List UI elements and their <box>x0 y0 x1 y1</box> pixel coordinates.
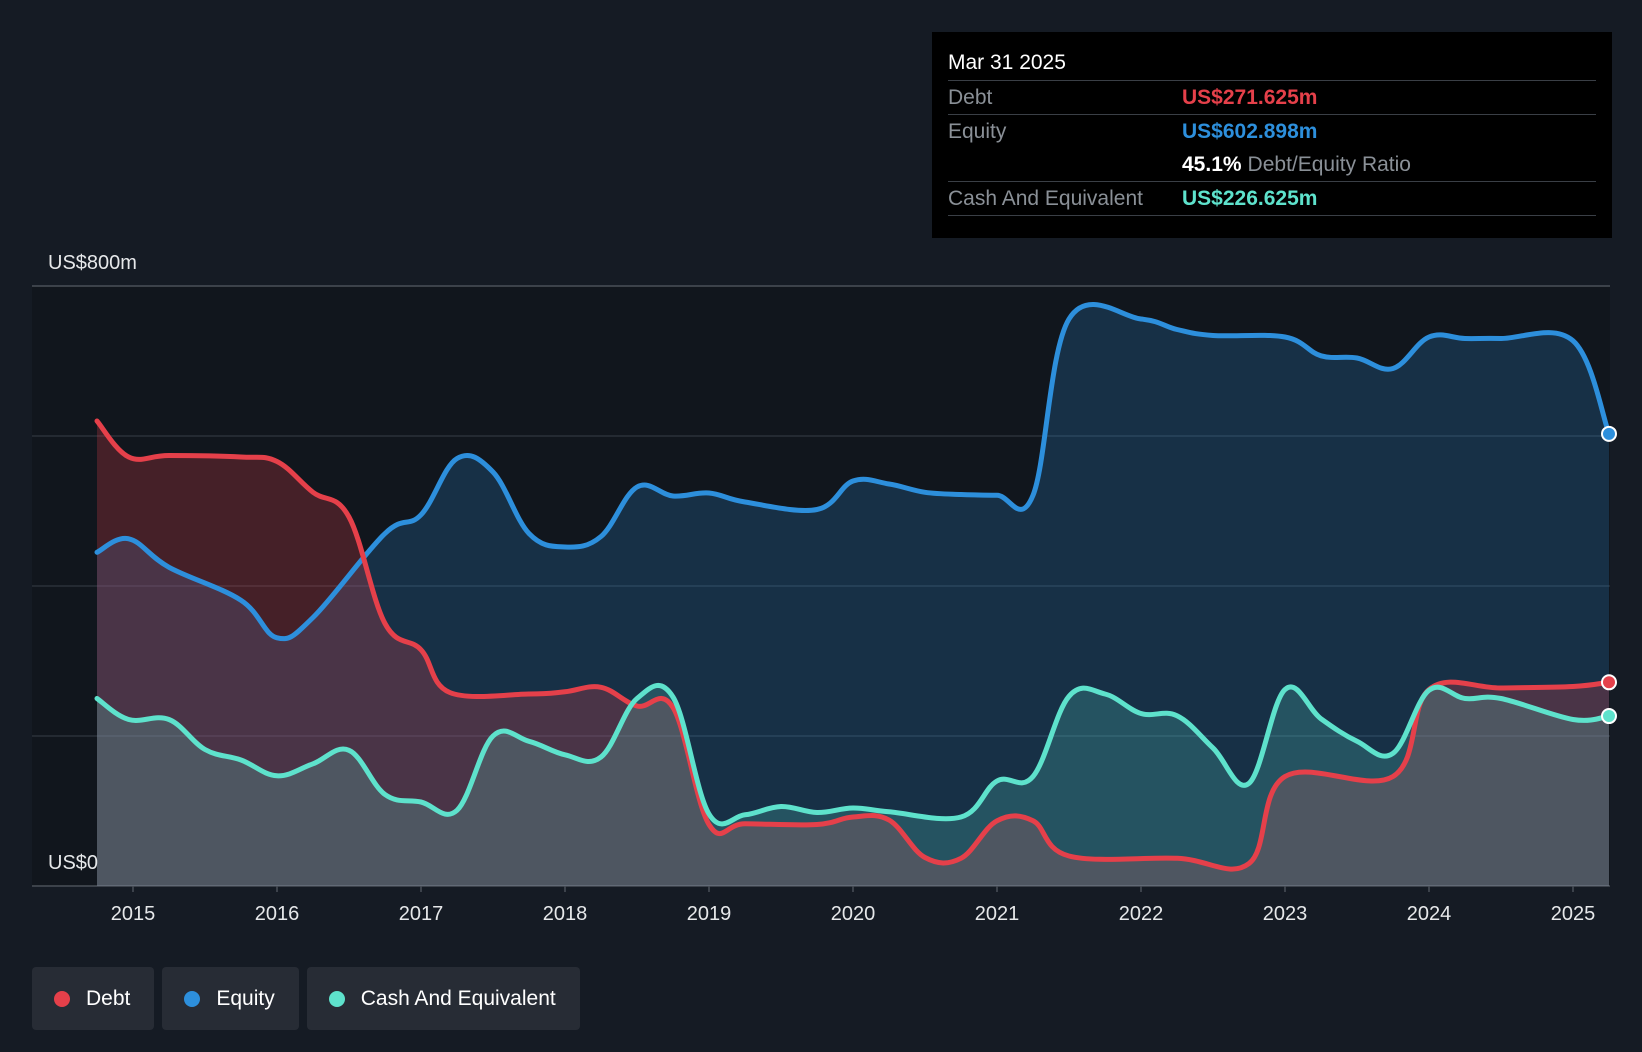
gridlines <box>32 285 1610 887</box>
end-marker-equity[interactable] <box>1601 425 1617 442</box>
legend-item-equity[interactable]: Equity <box>162 967 299 1030</box>
legend-label-equity: Equity <box>216 986 275 1010</box>
end-marker-debt[interactable] <box>1601 674 1617 691</box>
x-tick-label-2019: 2019 <box>687 903 732 925</box>
x-tick-label-2016: 2016 <box>255 903 300 925</box>
tooltip-debt-label: Debt <box>948 86 993 109</box>
legend-item-cash[interactable]: Cash And Equivalent <box>306 967 580 1030</box>
legend-label-cash: Cash And Equivalent <box>360 986 556 1010</box>
area-cash-and-equivalent <box>97 685 1609 886</box>
tooltip-equity-row: Equity US$602.898m <box>948 115 1596 148</box>
tooltip-ratio-label: Debt/Equity Ratio <box>1247 153 1411 176</box>
legend-item-debt[interactable]: Debt <box>32 967 155 1030</box>
series-lines <box>94 302 1612 872</box>
x-tick-label-2015: 2015 <box>111 903 156 925</box>
x-tick-label-2018: 2018 <box>543 903 588 925</box>
x-tick-label-2017: 2017 <box>399 903 444 925</box>
debt-dot-icon <box>54 990 70 1007</box>
x-tick-label-2025: 2025 <box>1551 903 1596 925</box>
y-axis-top-label: US$800m <box>48 252 137 274</box>
tooltip-cash-value: US$226.625m <box>1182 187 1318 210</box>
tooltip-debt-value: US$271.625m <box>1182 86 1318 109</box>
legend-label-debt: Debt <box>86 986 131 1010</box>
tooltip-equity-value: US$602.898m <box>1182 120 1318 143</box>
x-tick-label-2023: 2023 <box>1263 903 1308 925</box>
hover-tooltip: Mar 31 2025 Debt US$271.625m Equity US$6… <box>932 32 1612 238</box>
cash-dot-icon <box>328 990 345 1007</box>
tooltip-ratio-value: 45.1% <box>1182 153 1242 176</box>
x-tick-label-2021: 2021 <box>975 903 1020 925</box>
x-axis-ticks: 2015 2016 2017 2018 2019 2020 2021 2022 2023 2024… <box>111 886 1596 925</box>
line-cash-and-equivalent <box>94 682 1612 827</box>
line-debt <box>94 418 1612 872</box>
y-axis-bottom-label: US$0 <box>48 852 98 874</box>
x-tick-label-2020: 2020 <box>831 903 876 925</box>
tooltip-debt-row: Debt US$271.625m <box>948 81 1596 115</box>
chart-legend: Debt Equity Cash And Equivalent <box>32 967 580 1030</box>
x-tick-label-2024: 2024 <box>1407 903 1452 925</box>
area-equity <box>97 304 1609 886</box>
tooltip-cash-label: Cash And Equivalent <box>948 187 1143 210</box>
line-equity <box>94 302 1612 642</box>
equity-dot-icon <box>184 990 201 1007</box>
tooltip-ratio-row: 45.1% Debt/Equity Ratio <box>948 148 1596 182</box>
tooltip-date: Mar 31 2025 <box>948 46 1596 81</box>
x-tick-label-2022: 2022 <box>1119 903 1164 925</box>
tooltip-cash-row: Cash And Equivalent US$226.625m <box>948 182 1596 216</box>
tooltip-equity-label: Equity <box>948 120 1007 143</box>
end-markers <box>1601 425 1617 725</box>
end-marker-cash-and-equivalent[interactable] <box>1601 708 1617 725</box>
